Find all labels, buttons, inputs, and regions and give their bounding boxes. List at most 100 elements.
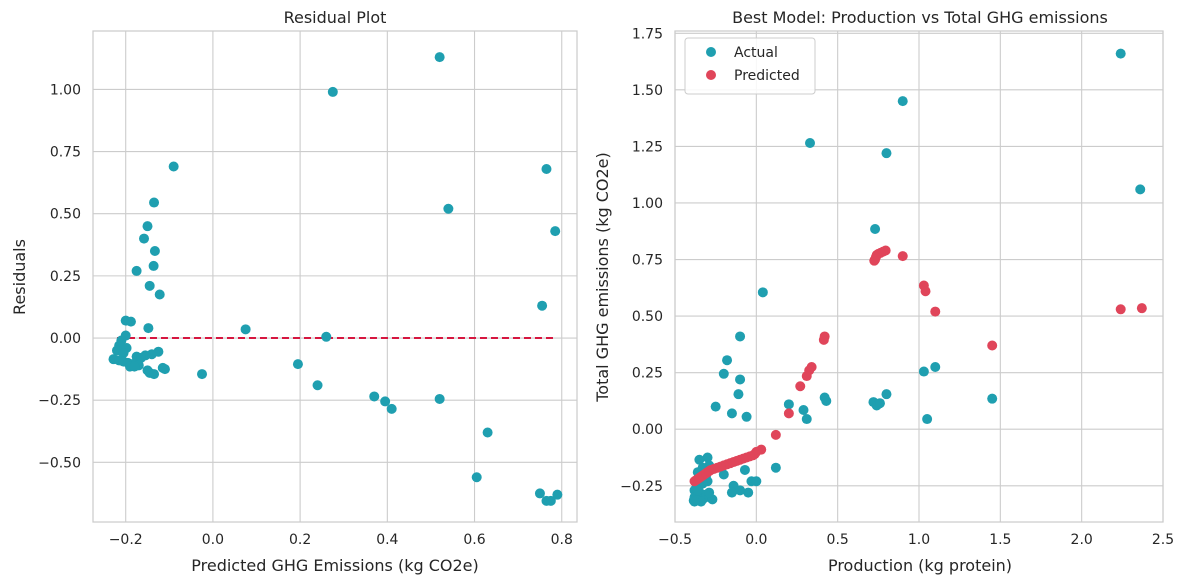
production-plot-ticks: −0.5 0.0 0.5 1.0 1.5 2.0 2.5 −0.25 0.00 0.25 0.50 0…: [620, 26, 1174, 548]
predicted-point: [920, 286, 931, 297]
actual-point: [735, 374, 746, 385]
residual-plot-ticks: −0.2 0.0 0.2 0.4 0.6 0.8 −0.50 −0.25 0.00 0.25 0.5…: [38, 82, 573, 548]
production-plot-points: [688, 48, 1147, 507]
residual-point: [443, 203, 454, 214]
residual-point: [369, 391, 380, 402]
legend-marker-actual: [706, 47, 716, 57]
production-plot-ylabel: Total GHG emissions (kg CO2e): [593, 152, 612, 403]
legend-label-predicted: Predicted: [734, 68, 800, 84]
production-vs-ghg-plot: −0.5 0.0 0.5 1.0 1.5 2.0 2.5 −0.25 0.00 0.25 0.50 0…: [593, 8, 1174, 575]
actual-point: [1115, 48, 1126, 59]
x-tick-label: 1.0: [908, 532, 930, 548]
residual-point: [142, 221, 153, 232]
actual-point: [930, 362, 941, 373]
residual-point: [434, 393, 445, 404]
residual-point: [139, 233, 150, 244]
x-tick-label: 0.5: [827, 532, 849, 548]
residual-plot-grid: [93, 31, 577, 522]
residual-point: [482, 427, 493, 438]
predicted-point: [801, 371, 812, 382]
predicted-point: [704, 466, 715, 477]
y-tick-label: 1.00: [50, 82, 81, 98]
actual-point: [741, 411, 752, 422]
actual-point: [922, 414, 933, 425]
x-tick-label: 2.5: [1152, 532, 1174, 548]
predicted-point: [818, 334, 829, 345]
y-tick-label: −0.50: [38, 455, 81, 471]
legend-box: [684, 37, 816, 95]
actual-point: [751, 476, 762, 487]
residual-point: [321, 331, 332, 342]
x-tick-label: 0.0: [745, 532, 767, 548]
x-tick-label: 0.0: [202, 532, 224, 548]
actual-point: [918, 366, 929, 377]
actual-point: [739, 464, 750, 475]
y-tick-label: 0.75: [632, 253, 663, 269]
actual-point: [743, 487, 754, 498]
production-plot-frame: [674, 30, 1164, 523]
production-plot-xlabel: Production (kg protein): [828, 556, 1012, 575]
predicted-point: [783, 408, 794, 419]
residual-point: [125, 316, 136, 327]
residual-plot-frame: [92, 30, 578, 523]
actual-point: [689, 496, 700, 507]
actual-point: [798, 404, 809, 415]
x-tick-label: −0.5: [658, 532, 692, 548]
x-tick-label: 0.2: [289, 532, 311, 548]
actual-point: [1135, 184, 1146, 195]
residual-point: [312, 380, 323, 391]
y-tick-label: 1.25: [632, 139, 663, 155]
predicted-point: [869, 255, 880, 266]
residual-point: [537, 300, 548, 311]
legend: Actual Predicted: [684, 37, 816, 95]
actual-point: [897, 96, 908, 107]
actual-point: [694, 454, 705, 465]
actual-point: [770, 462, 781, 473]
actual-point: [870, 223, 881, 234]
residual-point: [386, 403, 397, 414]
x-tick-label: 0.8: [551, 532, 573, 548]
actual-point: [718, 469, 729, 480]
residual-plot: −0.2 0.0 0.2 0.4 0.6 0.8 −0.50 −0.25 0.00 0.25 0.5…: [10, 8, 578, 575]
y-tick-label: 0.00: [50, 331, 81, 347]
residual-point: [534, 488, 545, 499]
legend-label-actual: Actual: [734, 45, 778, 61]
y-tick-label: −0.25: [38, 393, 81, 409]
residual-point: [154, 289, 165, 300]
y-tick-label: −0.25: [620, 479, 663, 495]
residual-plot-xlabel: Predicted GHG Emissions (kg CO2e): [191, 556, 479, 575]
residual-plot-ylabel: Residuals: [10, 239, 29, 315]
y-tick-label: 1.75: [632, 26, 663, 42]
residual-point: [118, 347, 129, 358]
actual-point: [702, 452, 713, 463]
y-tick-label: 0.50: [50, 207, 81, 223]
predicted-point: [1136, 303, 1147, 314]
actual-point: [710, 401, 721, 412]
actual-point: [722, 355, 733, 366]
x-tick-label: 2.0: [1071, 532, 1093, 548]
residual-point: [197, 369, 208, 380]
residual-point: [149, 197, 160, 208]
residual-point: [131, 265, 142, 276]
predicted-point: [897, 251, 908, 262]
residual-point: [292, 359, 303, 370]
residual-point: [143, 323, 154, 334]
actual-point: [733, 389, 744, 400]
residual-point: [144, 280, 155, 291]
actual-point: [783, 399, 794, 410]
residual-point: [148, 260, 159, 271]
residual-point: [545, 495, 556, 506]
x-tick-label: 0.4: [376, 532, 398, 548]
predicted-point: [987, 340, 998, 351]
y-tick-label: 0.25: [632, 366, 663, 382]
y-tick-label: 1.50: [632, 83, 663, 99]
actual-point: [881, 389, 892, 400]
residual-point: [240, 324, 251, 335]
actual-point: [874, 398, 885, 409]
residual-point: [327, 86, 338, 97]
production-plot-grid: [674, 31, 1164, 522]
actual-point: [987, 393, 998, 404]
actual-point: [718, 368, 729, 379]
residual-point: [552, 489, 563, 500]
actual-point: [692, 485, 703, 496]
